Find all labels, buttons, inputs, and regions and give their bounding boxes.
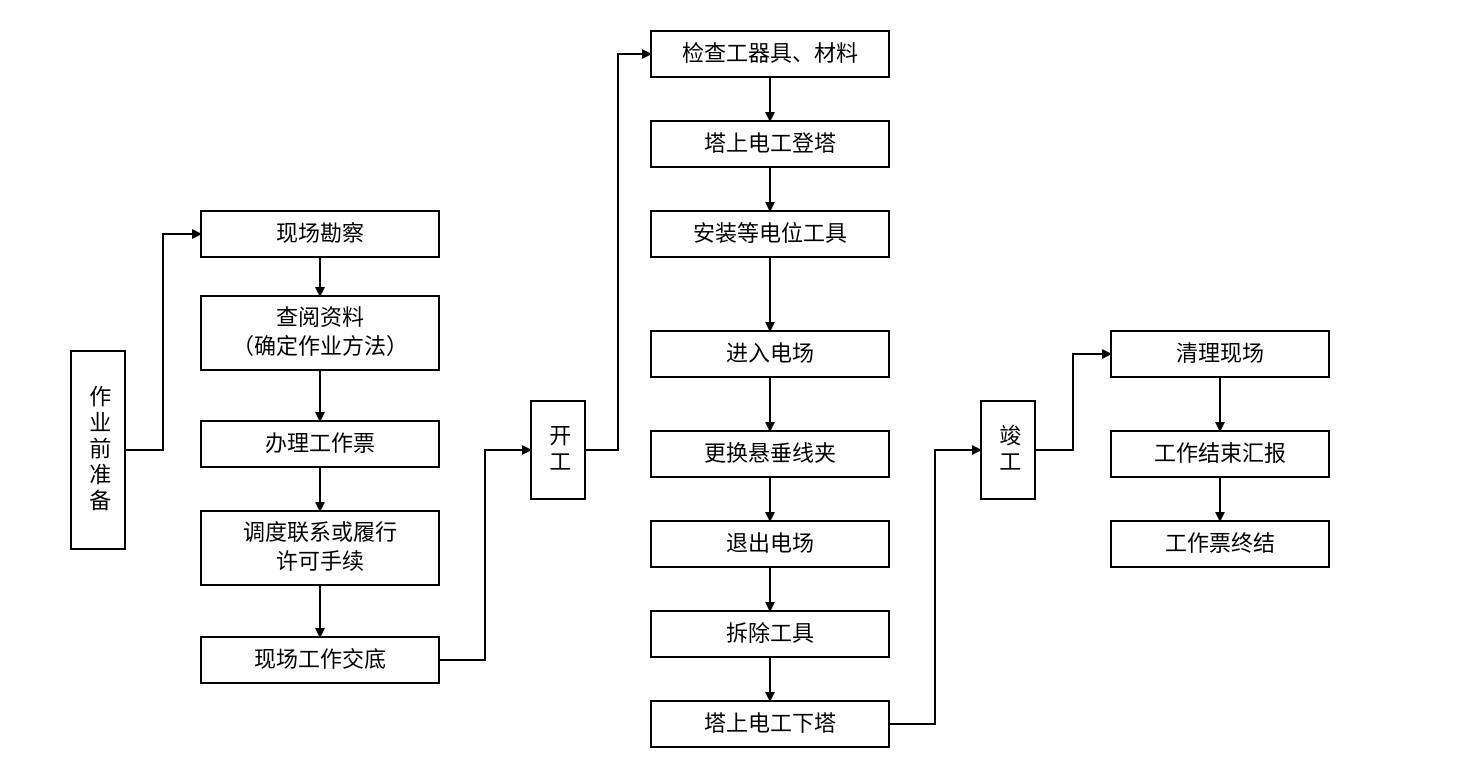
edge-n_prep-n_survey — [126, 234, 200, 450]
node-n_report: 工作结束汇报 — [1110, 430, 1330, 478]
node-n_survey: 现场勘察 — [200, 210, 440, 258]
node-n_replace: 更换悬垂线夹 — [650, 430, 890, 478]
node-n_climb: 塔上电工登塔 — [650, 120, 890, 168]
edge-n_start-n_check — [586, 54, 650, 450]
node-n_review: 查阅资料（确定作业方法） — [200, 295, 440, 371]
edge-n_descend-n_complete — [890, 450, 980, 724]
edge-n_complete-n_clean — [1036, 354, 1110, 450]
node-n_complete: 竣工 — [980, 400, 1036, 500]
node-n_ticket: 办理工作票 — [200, 420, 440, 468]
node-n_descend: 塔上电工下塔 — [650, 700, 890, 748]
node-n_remove: 拆除工具 — [650, 610, 890, 658]
node-n_exit: 退出电场 — [650, 520, 890, 568]
node-n_dispatch: 调度联系或履行许可手续 — [200, 510, 440, 586]
node-n_start: 开工 — [530, 400, 586, 500]
node-n_close: 工作票终结 — [1110, 520, 1330, 568]
node-n_clean: 清理现场 — [1110, 330, 1330, 378]
node-n_check: 检查工器具、材料 — [650, 30, 890, 78]
node-n_prep: 作业前准备 — [70, 350, 126, 550]
node-n_enter: 进入电场 — [650, 330, 890, 378]
node-n_install: 安装等电位工具 — [650, 210, 890, 258]
edge-n_briefing-n_start — [440, 450, 530, 660]
node-n_briefing: 现场工作交底 — [200, 636, 440, 684]
